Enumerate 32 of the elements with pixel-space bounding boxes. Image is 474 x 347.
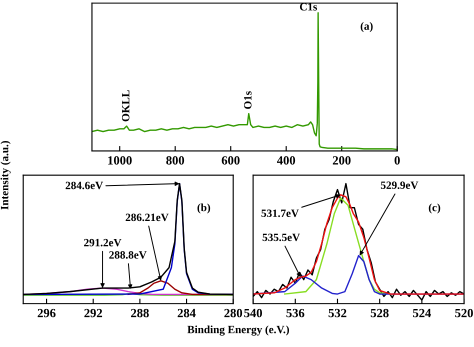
annotation: 288.8eV (109, 251, 147, 259)
x-tick-label: 524 (412, 308, 432, 318)
x-tick-label: 528 (370, 308, 389, 318)
x-tick-label: 288 (131, 308, 149, 318)
annotation: 291.2eV (84, 238, 122, 246)
x-tick-label: 800 (166, 156, 184, 165)
x-tick-label: 536 (286, 308, 304, 318)
annotation: (b) (198, 203, 210, 214)
x-tick-label: 284 (178, 308, 196, 318)
x-tick-label: 0 (394, 156, 400, 165)
x-tick-label: 1000 (108, 156, 132, 165)
x-tick-label: 292 (84, 308, 102, 318)
annotation: 529.9eV (380, 182, 418, 190)
x-tick-label: 532 (328, 308, 346, 318)
x-axis-title: Binding Energy (e.V.) (187, 325, 290, 336)
x-tick-label: 280 (224, 308, 242, 318)
annotation: 535.5eV (262, 234, 300, 242)
x-tick-label: 600 (222, 156, 240, 165)
x-tick-label: 400 (277, 156, 296, 165)
annotation: (c) (428, 203, 440, 214)
x-tick-label: 520 (455, 308, 473, 318)
y-axis-title: Intensity (a.u.) (0, 140, 11, 210)
x-tick-label: 296 (38, 308, 56, 318)
annotation: 284.6eV (66, 182, 104, 190)
x-tick-label: 200 (332, 156, 351, 165)
annotation: C1s (300, 3, 318, 11)
annotation: OKLL (122, 90, 130, 122)
x-tick-label: 540 (244, 308, 262, 318)
annotation: 286.21eV (126, 214, 169, 222)
annotation: 531.7eV (261, 210, 299, 218)
annotation: (a) (360, 22, 373, 32)
annotation: O1s (244, 91, 252, 109)
